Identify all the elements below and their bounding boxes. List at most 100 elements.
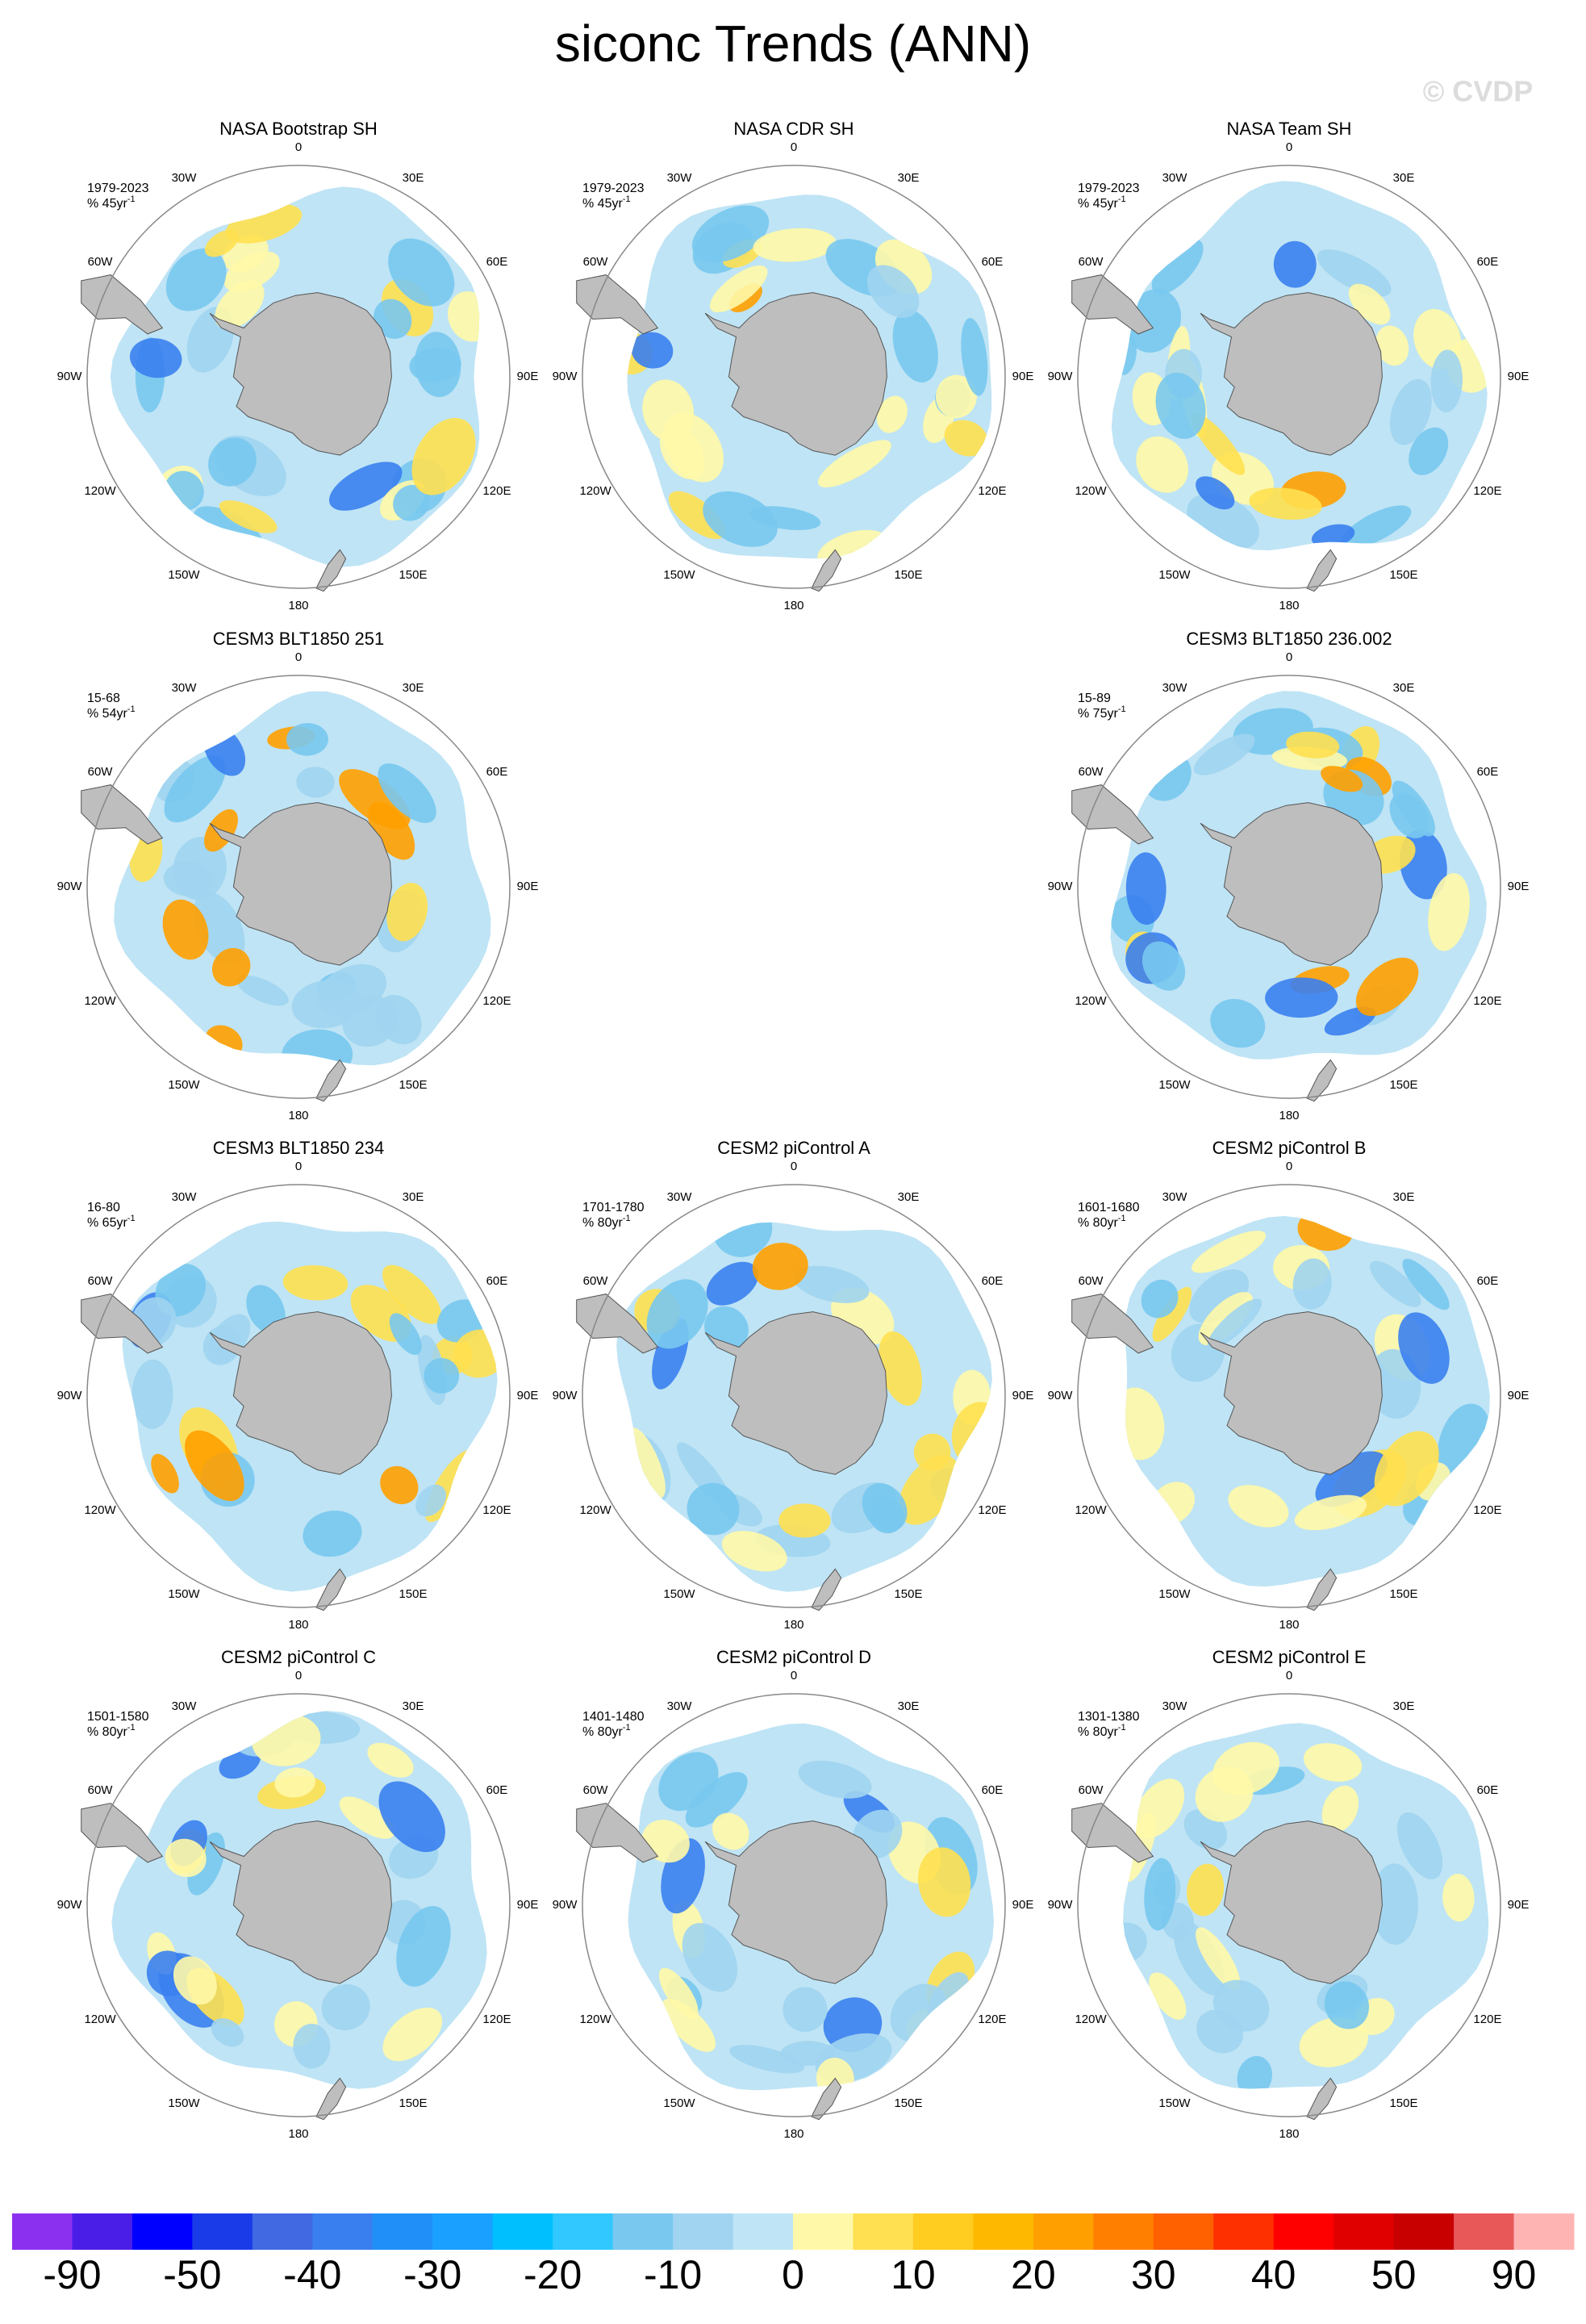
trend-patch bbox=[328, 462, 403, 511]
trend-patch bbox=[1212, 1979, 1270, 2032]
trend-patch bbox=[388, 238, 455, 307]
units-label: % 80yr-1 bbox=[87, 1723, 136, 1739]
trend-patch bbox=[211, 2018, 244, 2047]
units-exponent: -1 bbox=[1118, 1723, 1126, 1733]
map-boundary bbox=[86, 165, 511, 589]
longitude-label: 60W bbox=[583, 1783, 609, 1797]
period-label: 1301-1380 bbox=[1078, 1710, 1140, 1724]
longitude-label: 120W bbox=[84, 994, 116, 1008]
units-text: % 80yr bbox=[582, 1216, 623, 1230]
units-label: % 75yr-1 bbox=[1078, 704, 1126, 721]
south-america bbox=[1071, 784, 1154, 845]
longitude-label: 60W bbox=[88, 1274, 114, 1288]
units-exponent: -1 bbox=[127, 1214, 136, 1223]
map-boundary bbox=[86, 1184, 511, 1608]
longitude-label: 60W bbox=[88, 255, 114, 269]
colorbar-box bbox=[192, 2213, 253, 2250]
longitude-label: 150E bbox=[894, 1587, 922, 1601]
colorbar-box bbox=[492, 2213, 553, 2250]
longitude-label: 90E bbox=[1508, 1898, 1530, 1912]
trend-patch bbox=[866, 265, 920, 318]
longitude-label: 90W bbox=[57, 1898, 83, 1912]
trend-patch bbox=[935, 374, 977, 419]
units-text: % 80yr bbox=[1078, 1725, 1118, 1739]
longitude-label: 30W bbox=[1162, 171, 1188, 185]
panel-title: NASA Bootstrap SH bbox=[219, 119, 378, 139]
colorbar-box bbox=[793, 2213, 854, 2250]
map-boundary bbox=[582, 1184, 1006, 1608]
longitude-label: 90W bbox=[553, 370, 578, 383]
longitude-label: 0 bbox=[1286, 140, 1292, 154]
longitude-label: 180 bbox=[783, 2127, 803, 2141]
longitude-label: 30E bbox=[898, 171, 920, 185]
new-zealand bbox=[811, 549, 842, 592]
colorbar-box bbox=[1454, 2213, 1515, 2250]
trend-patch bbox=[321, 1983, 370, 2031]
trend-patch bbox=[303, 1511, 362, 1557]
trend-patch bbox=[709, 265, 768, 313]
trend-patch bbox=[876, 395, 908, 433]
period-label: 15-89 bbox=[1078, 692, 1111, 705]
longitude-label: 150W bbox=[1158, 1587, 1191, 1601]
panel-title: CESM2 piControl E bbox=[1212, 1647, 1367, 1667]
longitude-label: 30E bbox=[898, 1190, 920, 1204]
trend-patch bbox=[1155, 372, 1206, 439]
longitude-label: 60E bbox=[486, 255, 508, 269]
longitude-label: 180 bbox=[1279, 2127, 1299, 2141]
units-label: % 80yr-1 bbox=[1078, 1214, 1126, 1230]
map-panel: CESM2 piControl E 1301-1380% 80yr-1 0 30E 60… bbox=[1048, 1647, 1530, 2141]
colorbar-box bbox=[1273, 2213, 1334, 2250]
units-exponent: -1 bbox=[623, 194, 631, 204]
panel-title: CESM3 BLT1850 251 bbox=[213, 629, 384, 649]
units-text: % 75yr bbox=[1078, 707, 1118, 721]
trend-patch bbox=[165, 1838, 207, 1878]
longitude-label: 60W bbox=[88, 765, 114, 779]
trend-patch bbox=[661, 1998, 716, 2052]
map-boundary bbox=[1077, 675, 1501, 1099]
longitude-label: 150W bbox=[168, 1078, 200, 1092]
longitude-label: 30W bbox=[172, 1699, 198, 1713]
trend-patch bbox=[1299, 2017, 1368, 2067]
trend-patch bbox=[236, 975, 289, 1006]
longitude-label: 120E bbox=[1473, 484, 1501, 498]
longitude-label: 30W bbox=[667, 171, 693, 185]
longitude-label: 0 bbox=[295, 1160, 302, 1173]
trend-patch bbox=[817, 529, 889, 559]
longitude-label: 150W bbox=[663, 1587, 695, 1601]
trend-patch bbox=[1125, 1387, 1165, 1461]
colorbar-box bbox=[1153, 2213, 1214, 2250]
longitude-label: 90E bbox=[1012, 1389, 1034, 1402]
period-label: 1979-2023 bbox=[582, 182, 645, 195]
trend-pattern bbox=[641, 1752, 978, 2091]
longitude-label: 180 bbox=[783, 1618, 803, 1632]
trend-patch bbox=[1174, 1920, 1225, 1996]
units-text: % 45yr bbox=[582, 197, 623, 211]
units-exponent: -1 bbox=[1118, 1214, 1126, 1223]
units-exponent: -1 bbox=[623, 1723, 631, 1733]
longitude-label: 150W bbox=[168, 568, 200, 582]
trend-patch bbox=[1249, 487, 1322, 520]
trend-patch bbox=[1317, 249, 1392, 297]
new-zealand bbox=[315, 549, 347, 592]
trend-patch bbox=[286, 722, 328, 756]
trend-patch bbox=[219, 499, 278, 533]
trend-patch bbox=[869, 1498, 904, 1534]
antarctica bbox=[704, 1820, 887, 1984]
longitude-label: 60W bbox=[88, 1783, 114, 1797]
trend-patch bbox=[712, 1812, 749, 1850]
longitude-label: 0 bbox=[1286, 1160, 1292, 1173]
colorbar-label: 0 bbox=[782, 2252, 804, 2297]
longitude-label: 150W bbox=[663, 2096, 695, 2110]
trend-pattern bbox=[1123, 1741, 1475, 2089]
colorbar-label: 20 bbox=[1011, 2252, 1056, 2297]
longitude-label: 150W bbox=[663, 568, 695, 582]
longitude-label: 60E bbox=[486, 1274, 508, 1288]
longitude-label: 60E bbox=[486, 765, 508, 779]
panel-title: CESM3 BLT1850 234 bbox=[213, 1138, 384, 1158]
longitude-label: 60W bbox=[1079, 1274, 1104, 1288]
longitude-label: 180 bbox=[1279, 599, 1299, 612]
longitude-label: 120E bbox=[978, 2013, 1006, 2026]
longitude-label: 150E bbox=[399, 1078, 427, 1092]
colorbar-box bbox=[12, 2213, 73, 2250]
